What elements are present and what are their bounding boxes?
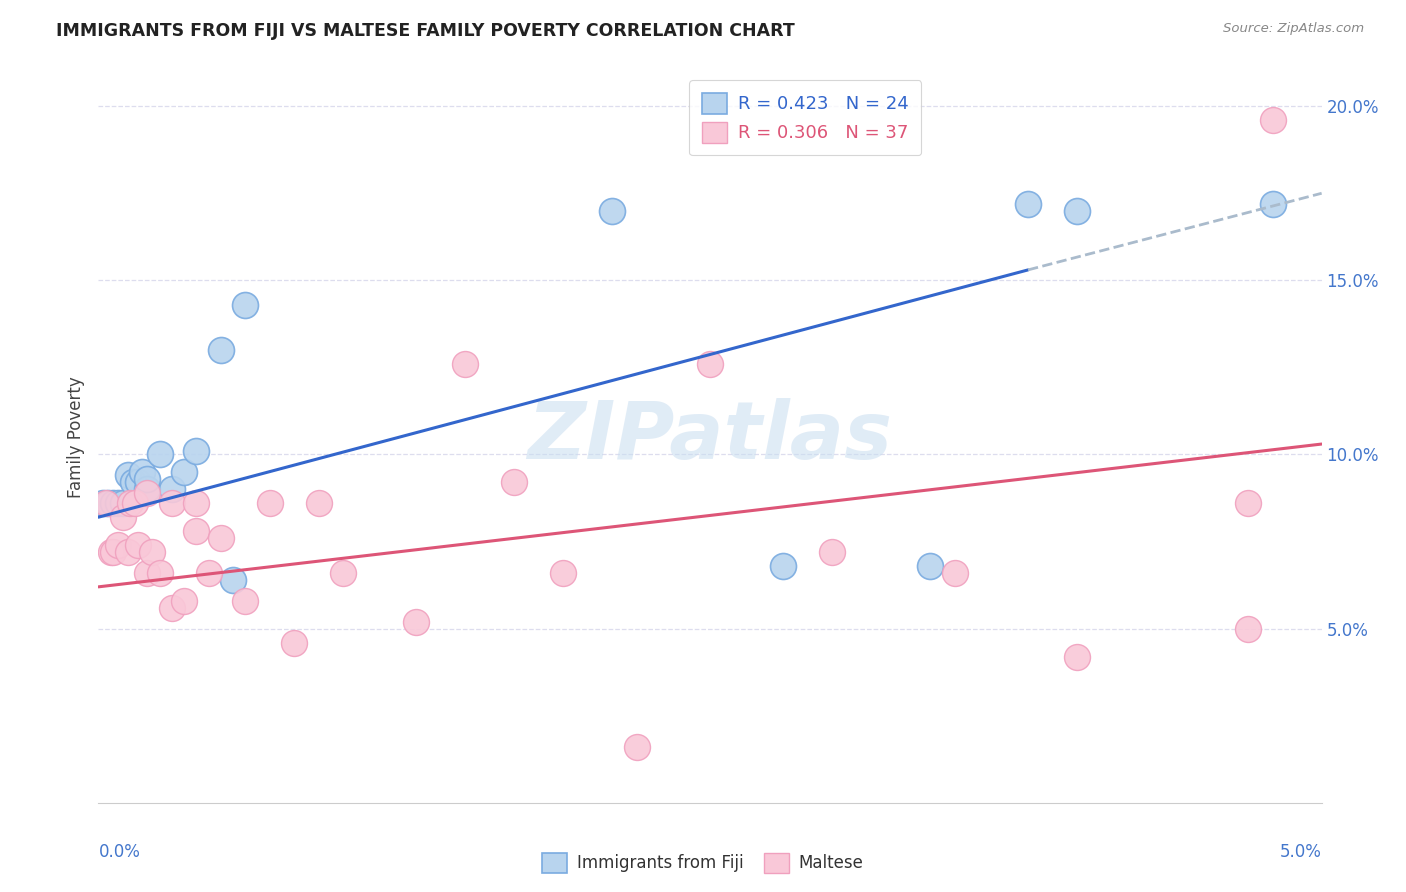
Point (503, 475, 526, 490)
Point (1017, 196, 1039, 211)
Point (94, 496, 117, 510)
Point (127, 538, 149, 552)
Point (197, 566, 219, 580)
Y-axis label: Family Poverty: Family Poverty (67, 376, 86, 498)
Point (100, 545, 122, 559)
Point (186, 496, 208, 510)
Point (699, 357, 721, 371)
Point (124, 496, 146, 510)
Point (1237, 622, 1260, 636)
Point (233, 298, 256, 312)
Point (1066, 649, 1088, 664)
Point (160, 496, 183, 510)
Point (107, 496, 129, 510)
Point (821, 545, 844, 559)
Point (1261, 113, 1284, 128)
Point (120, 496, 142, 510)
Legend: Immigrants from Fiji, Maltese: Immigrants from Fiji, Maltese (536, 847, 870, 880)
Point (186, 444, 208, 458)
Text: Source: ZipAtlas.com: Source: ZipAtlas.com (1223, 22, 1364, 36)
Text: 5.0%: 5.0% (1279, 843, 1322, 861)
Point (405, 615, 427, 629)
Point (111, 496, 134, 510)
Point (91, 496, 114, 510)
Point (111, 510, 134, 524)
Point (136, 472, 159, 486)
Point (553, 566, 575, 580)
Point (173, 594, 195, 608)
Point (117, 545, 139, 559)
Point (101, 496, 124, 510)
Point (136, 566, 159, 580)
Text: ZIPatlas: ZIPatlas (527, 398, 893, 476)
Point (772, 558, 794, 573)
Point (136, 485, 159, 500)
Point (222, 573, 245, 587)
Point (600, 203, 623, 218)
Point (136, 483, 159, 497)
Text: 0.0%: 0.0% (98, 843, 141, 861)
Point (149, 566, 172, 580)
Point (209, 531, 232, 545)
Point (160, 600, 183, 615)
Point (97, 496, 120, 510)
Point (626, 740, 648, 755)
Point (141, 545, 163, 559)
Point (943, 566, 966, 580)
Point (332, 566, 354, 580)
Point (101, 545, 124, 559)
Point (186, 524, 208, 538)
Point (233, 594, 256, 608)
Point (117, 468, 139, 483)
Point (920, 558, 942, 573)
Point (259, 496, 281, 510)
Point (308, 496, 330, 510)
Point (173, 465, 195, 479)
Legend: R = 0.423   N = 24, R = 0.306   N = 37: R = 0.423 N = 24, R = 0.306 N = 37 (689, 80, 921, 155)
Point (1237, 496, 1260, 510)
Point (283, 635, 305, 649)
Point (107, 538, 129, 552)
Point (209, 343, 232, 357)
Text: IMMIGRANTS FROM FIJI VS MALTESE FAMILY POVERTY CORRELATION CHART: IMMIGRANTS FROM FIJI VS MALTESE FAMILY P… (56, 22, 794, 40)
Point (1261, 196, 1284, 211)
Point (454, 357, 477, 371)
Point (149, 448, 172, 462)
Point (160, 483, 183, 497)
Point (127, 475, 149, 490)
Point (121, 475, 143, 490)
Point (1066, 203, 1088, 218)
Point (131, 465, 153, 479)
